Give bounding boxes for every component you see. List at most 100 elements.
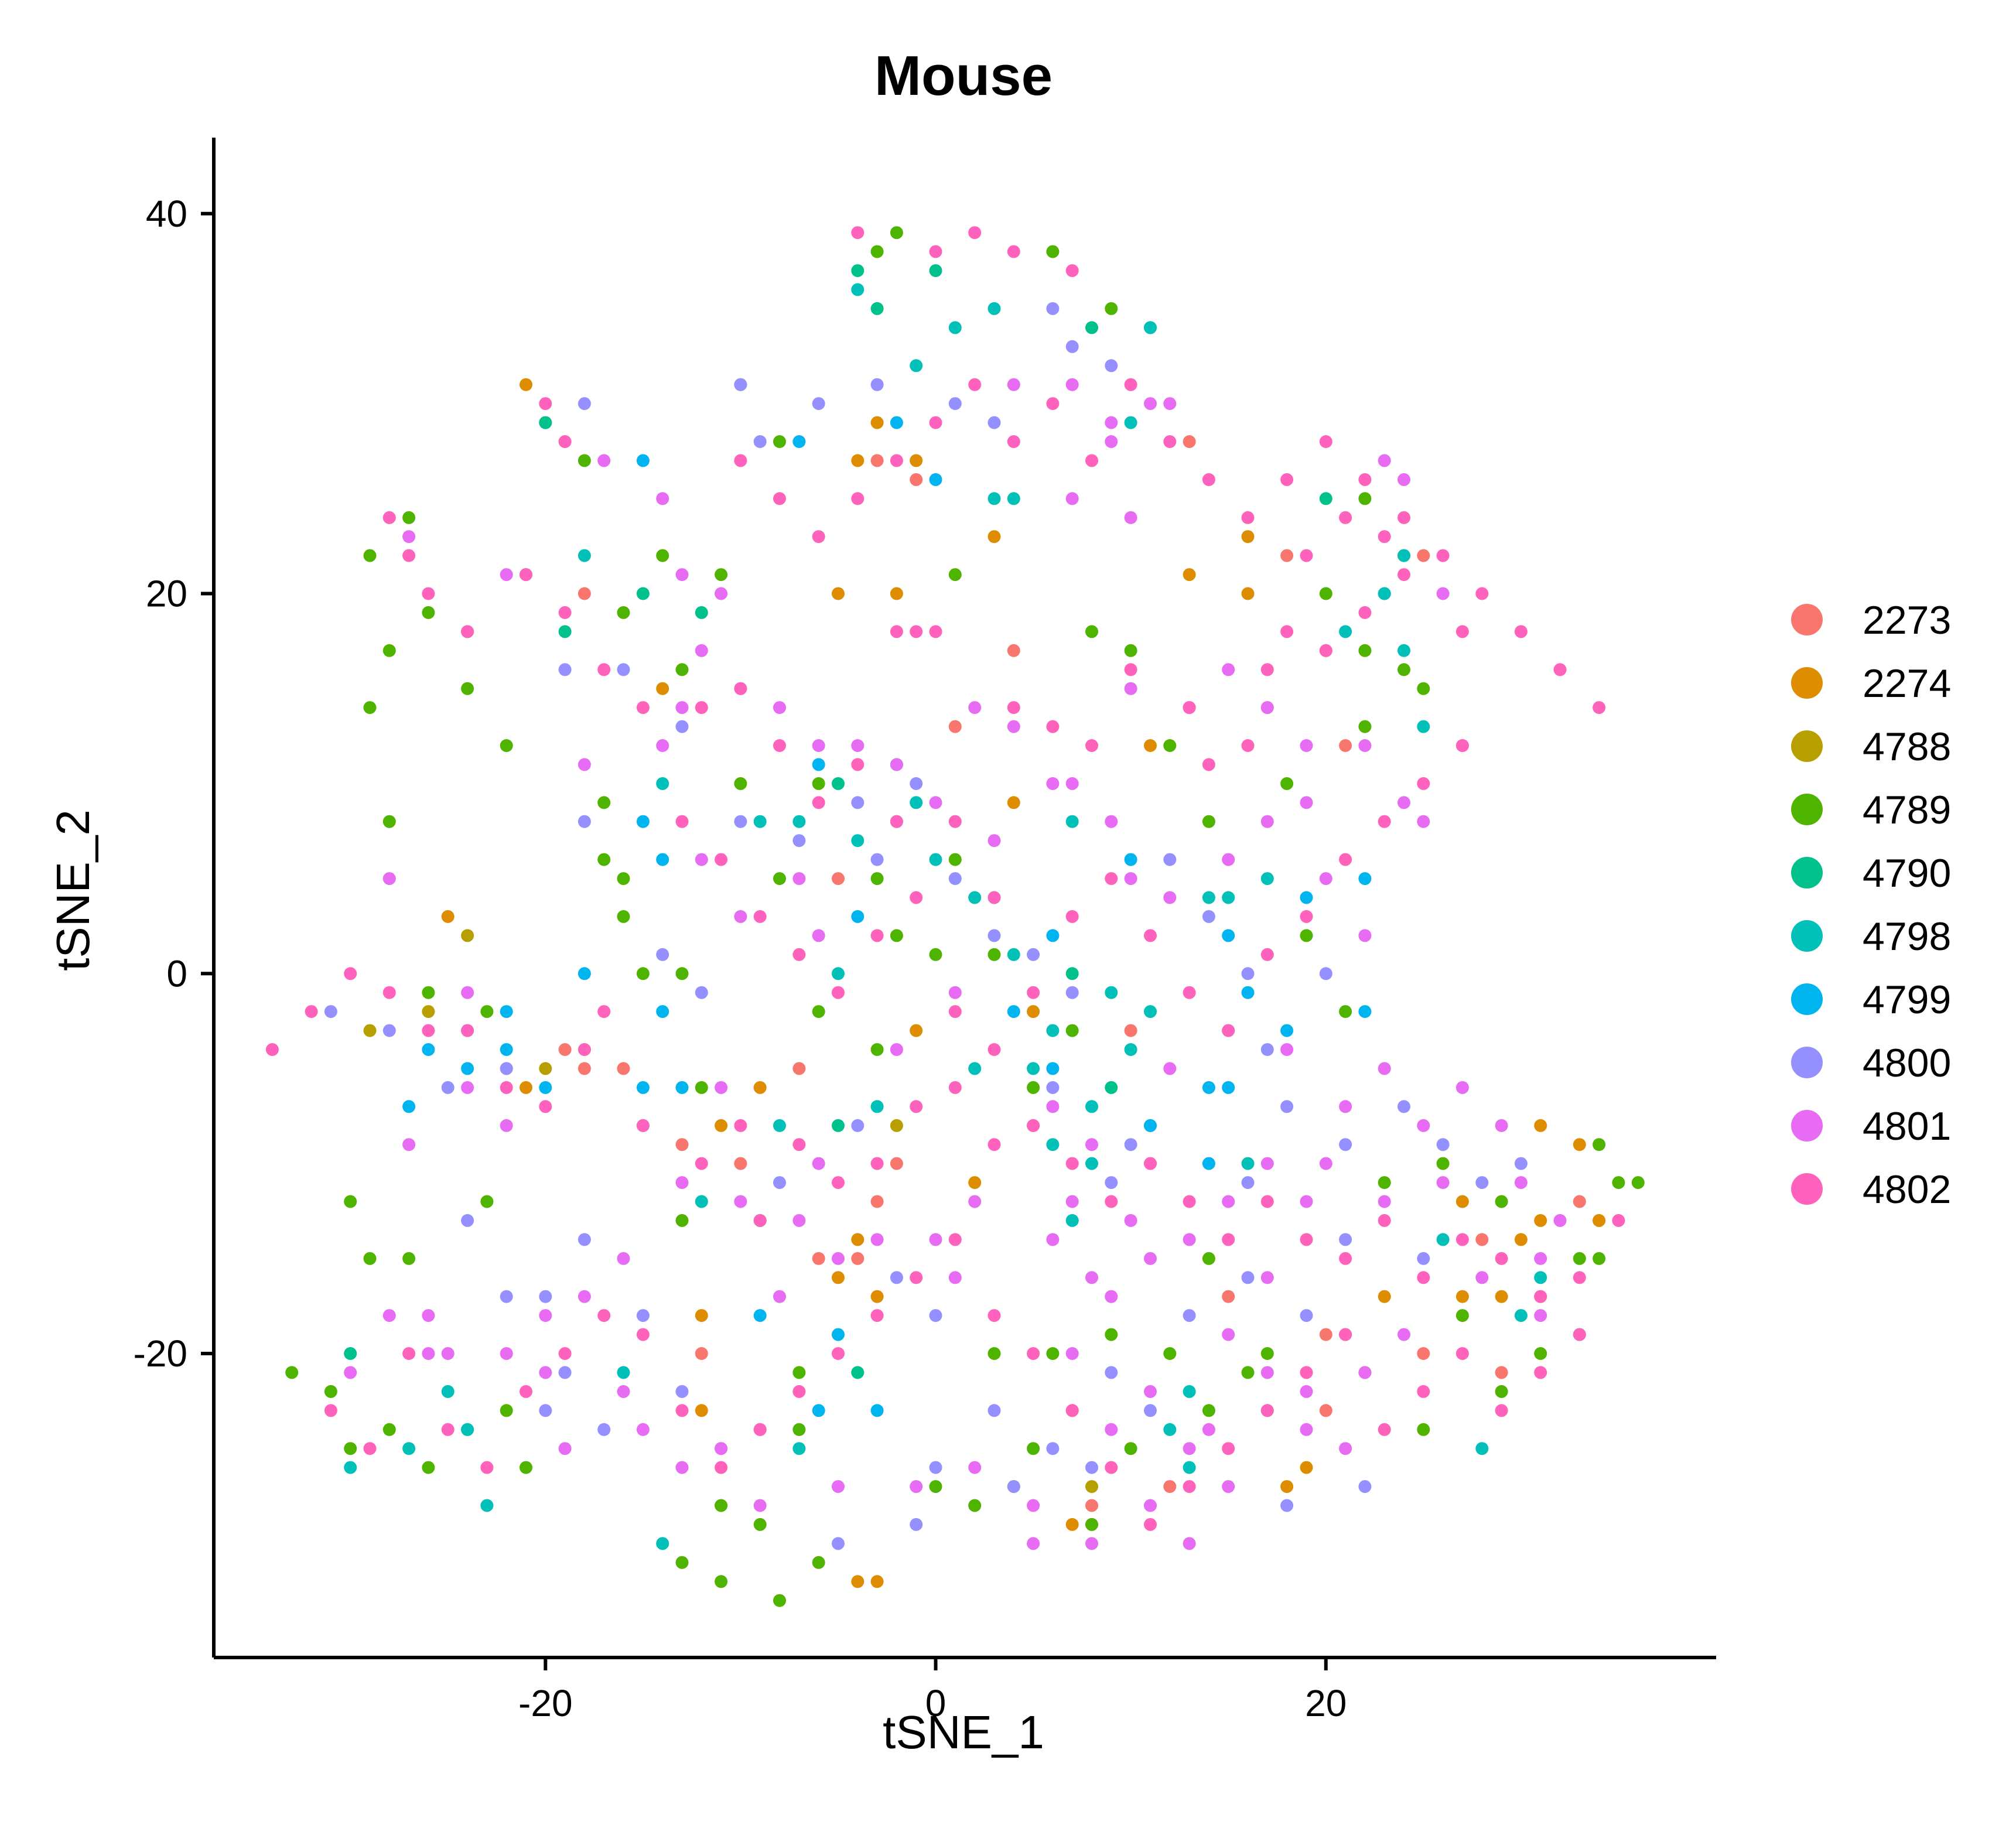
point-4800-38 bbox=[324, 1005, 337, 1019]
point-4799-27 bbox=[832, 1328, 845, 1341]
point-4789-80 bbox=[753, 1518, 767, 1531]
point-4801-68 bbox=[715, 1442, 728, 1455]
point-4802-45 bbox=[500, 1081, 513, 1094]
point-4800-39 bbox=[382, 1024, 396, 1037]
point-4789-82 bbox=[773, 1594, 786, 1607]
point-4802-90 bbox=[910, 1271, 923, 1284]
point-4800-50 bbox=[890, 1271, 903, 1284]
point-4802-130 bbox=[1046, 397, 1060, 411]
point-4801-60 bbox=[461, 1081, 474, 1094]
point-4798-40 bbox=[1183, 1385, 1196, 1398]
point-4801-11 bbox=[715, 587, 728, 600]
point-4799-33 bbox=[578, 967, 591, 980]
point-4790-13 bbox=[636, 587, 650, 600]
point-4801-22 bbox=[1163, 891, 1177, 904]
point-4802-32 bbox=[1241, 739, 1255, 752]
point-2274-19 bbox=[695, 1309, 708, 1322]
point-4789-46 bbox=[1378, 1176, 1391, 1190]
point-4799-15 bbox=[656, 1005, 669, 1019]
point-4789-51 bbox=[1612, 1176, 1625, 1190]
y-tick-label: -20 bbox=[134, 1332, 188, 1375]
legend-label-4800: 4800 bbox=[1863, 1041, 1951, 1085]
point-4802-12 bbox=[558, 606, 572, 619]
point-4801-96 bbox=[773, 1290, 786, 1303]
point-4801-37 bbox=[1222, 1195, 1235, 1208]
point-4789-66 bbox=[1085, 1518, 1098, 1531]
point-4801-101 bbox=[1319, 1157, 1332, 1170]
point-2273-8 bbox=[695, 1347, 708, 1360]
point-2274-44 bbox=[1534, 1214, 1547, 1227]
point-4800-4 bbox=[500, 1062, 513, 1075]
point-4801-21 bbox=[1124, 872, 1137, 886]
axis-ticks: -20 0 20 -20 0 20 40 bbox=[134, 193, 1347, 1724]
point-4789-94 bbox=[422, 986, 435, 999]
point-4801-109 bbox=[1124, 511, 1137, 524]
point-4790-3 bbox=[1085, 321, 1098, 334]
point-4800-17 bbox=[1027, 948, 1040, 961]
point-2274-2 bbox=[851, 454, 865, 467]
point-4800-2 bbox=[753, 435, 767, 448]
point-4802-16 bbox=[734, 682, 747, 695]
point-4802-35 bbox=[1319, 644, 1332, 657]
point-2274-41 bbox=[1455, 1290, 1469, 1303]
point-4801-33 bbox=[1495, 1119, 1508, 1132]
point-2274-28 bbox=[1573, 1138, 1586, 1151]
point-2274-1 bbox=[870, 416, 884, 429]
point-4799-34 bbox=[675, 1081, 689, 1094]
point-4801-80 bbox=[1046, 1233, 1060, 1246]
point-4801-1 bbox=[1065, 378, 1079, 391]
point-4800-35 bbox=[1183, 1309, 1196, 1322]
point-4790-10 bbox=[1065, 967, 1079, 980]
point-4789-1 bbox=[870, 245, 884, 258]
point-4802-1 bbox=[929, 245, 942, 258]
point-2274-29 bbox=[1455, 1195, 1469, 1208]
point-4798-56 bbox=[1514, 1309, 1528, 1322]
point-4789-29 bbox=[929, 948, 942, 961]
point-4801-19 bbox=[1065, 777, 1079, 790]
legend-swatch-4799 bbox=[1791, 983, 1823, 1015]
point-4801-44 bbox=[1183, 1442, 1196, 1455]
y-axis-title: tSNE_2 bbox=[47, 809, 99, 971]
point-4800-26 bbox=[1260, 1043, 1274, 1056]
point-4801-139 bbox=[1202, 1423, 1215, 1436]
point-4801-49 bbox=[1397, 1328, 1410, 1341]
point-4800-55 bbox=[1085, 1461, 1098, 1474]
point-4789-85 bbox=[715, 1499, 728, 1512]
point-4801-43 bbox=[1144, 1385, 1157, 1398]
point-4790-11 bbox=[1105, 1081, 1118, 1094]
point-4798-48 bbox=[695, 1195, 708, 1208]
point-4802-56 bbox=[910, 1100, 923, 1113]
point-4801-53 bbox=[500, 1347, 513, 1360]
point-4802-5 bbox=[539, 397, 552, 411]
point-2273-4 bbox=[675, 1138, 689, 1151]
point-4799-26 bbox=[753, 1309, 767, 1322]
point-4800-45 bbox=[539, 1290, 552, 1303]
point-4800-69 bbox=[948, 397, 962, 411]
point-4802-85 bbox=[715, 1461, 728, 1474]
point-4802-139 bbox=[929, 416, 942, 429]
point-4802-25 bbox=[929, 625, 942, 638]
point-4788-0 bbox=[363, 1024, 377, 1037]
point-4800-71 bbox=[1065, 340, 1079, 353]
point-2274-5 bbox=[890, 587, 903, 600]
point-4802-59 bbox=[1027, 1119, 1040, 1132]
point-2273-11 bbox=[1124, 1024, 1137, 1037]
point-4789-26 bbox=[870, 872, 884, 886]
point-4802-91 bbox=[948, 1233, 962, 1246]
point-4798-47 bbox=[578, 549, 591, 562]
point-4802-70 bbox=[1455, 1233, 1469, 1246]
point-4802-0 bbox=[851, 226, 865, 240]
point-2274-42 bbox=[1495, 1290, 1508, 1303]
point-4801-75 bbox=[1183, 1537, 1196, 1550]
point-4801-113 bbox=[1358, 739, 1372, 752]
point-4802-96 bbox=[1144, 1518, 1157, 1531]
point-4801-129 bbox=[422, 1347, 435, 1360]
point-4802-145 bbox=[1358, 473, 1372, 486]
point-4798-53 bbox=[1065, 815, 1079, 828]
legend: 2273 2274 4788 4789 4790 4798 4799 4800 4801 4802 bbox=[1791, 598, 1951, 1212]
point-4801-136 bbox=[1514, 1176, 1528, 1190]
point-4789-102 bbox=[988, 1347, 1001, 1360]
point-4798-19 bbox=[1124, 1043, 1137, 1056]
point-4801-100 bbox=[1397, 796, 1410, 809]
point-4801-79 bbox=[1065, 1195, 1079, 1208]
